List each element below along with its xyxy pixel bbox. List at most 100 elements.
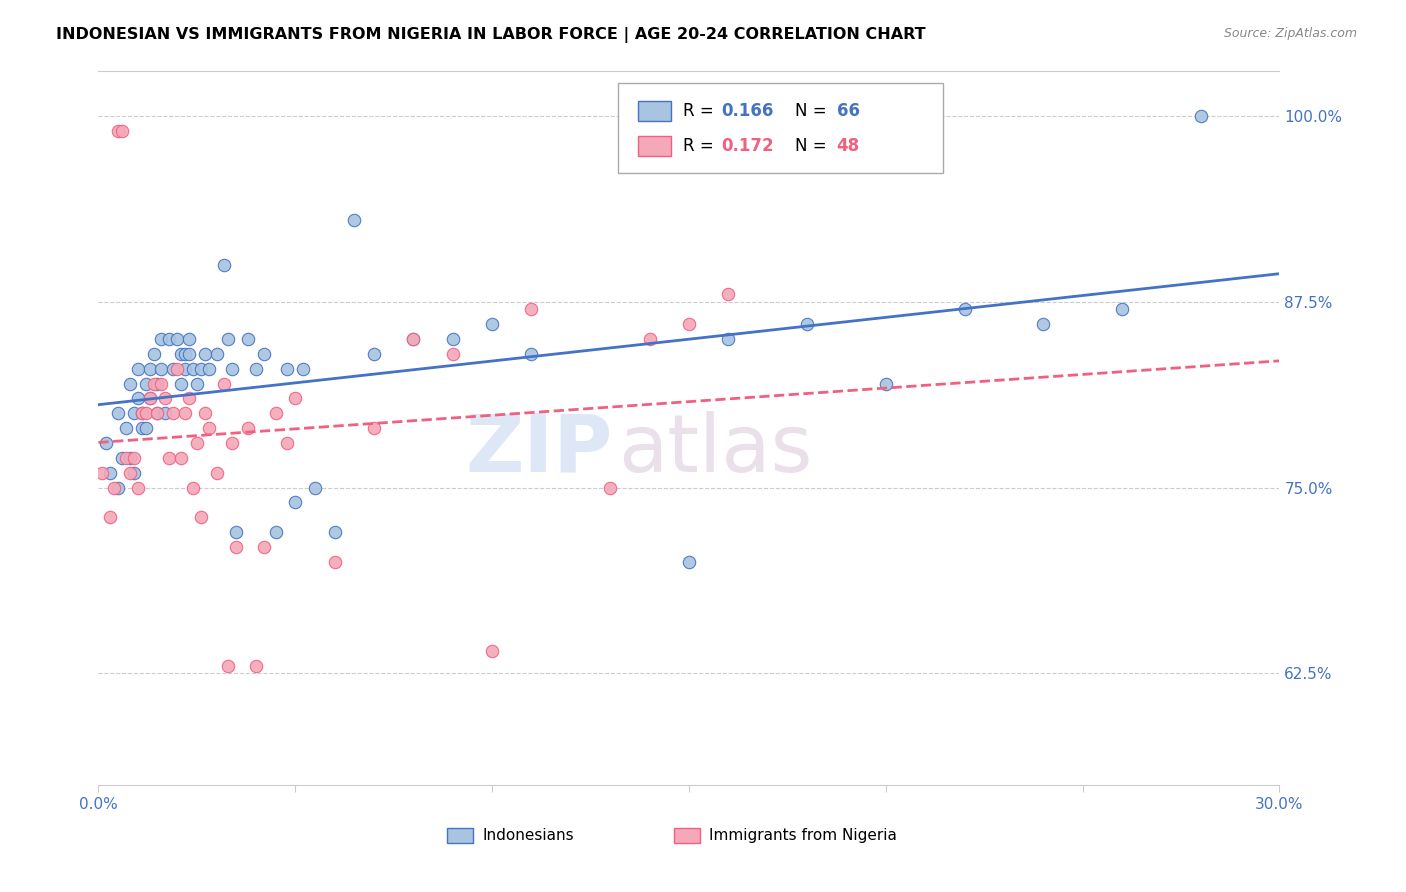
Text: R =: R = bbox=[683, 102, 718, 120]
Point bbox=[170, 347, 193, 361]
Point bbox=[174, 406, 197, 420]
Point bbox=[107, 481, 129, 495]
Point bbox=[181, 481, 204, 495]
Point bbox=[194, 347, 217, 361]
Point bbox=[221, 436, 243, 450]
Point bbox=[111, 124, 134, 138]
Point bbox=[162, 361, 184, 376]
Bar bbox=[447, 828, 472, 844]
Point bbox=[131, 406, 153, 420]
Point bbox=[118, 376, 141, 391]
Point bbox=[135, 421, 157, 435]
Point bbox=[236, 332, 259, 346]
Point bbox=[717, 287, 740, 301]
Point bbox=[115, 450, 138, 465]
Point bbox=[150, 332, 173, 346]
Point bbox=[678, 317, 700, 331]
Point bbox=[115, 421, 138, 435]
Point bbox=[155, 392, 177, 406]
Point bbox=[177, 392, 200, 406]
Point bbox=[142, 376, 165, 391]
Point bbox=[197, 421, 219, 435]
Point bbox=[162, 406, 184, 420]
Point bbox=[264, 525, 287, 540]
Point bbox=[225, 525, 247, 540]
Point bbox=[717, 332, 740, 346]
Point bbox=[245, 659, 267, 673]
Point bbox=[118, 466, 141, 480]
Point bbox=[678, 555, 700, 569]
Point bbox=[122, 466, 145, 480]
Point bbox=[402, 332, 425, 346]
Text: R =: R = bbox=[683, 136, 718, 154]
Point bbox=[953, 302, 976, 317]
Text: INDONESIAN VS IMMIGRANTS FROM NIGERIA IN LABOR FORCE | AGE 20-24 CORRELATION CHA: INDONESIAN VS IMMIGRANTS FROM NIGERIA IN… bbox=[56, 27, 927, 43]
Point bbox=[98, 466, 121, 480]
Text: N =: N = bbox=[796, 136, 832, 154]
Point bbox=[127, 481, 149, 495]
Point bbox=[122, 450, 145, 465]
Point bbox=[107, 124, 129, 138]
Point bbox=[304, 481, 326, 495]
Point bbox=[131, 421, 153, 435]
Point bbox=[363, 421, 385, 435]
Point bbox=[323, 525, 346, 540]
Point bbox=[127, 392, 149, 406]
Point bbox=[520, 302, 543, 317]
Text: atlas: atlas bbox=[619, 410, 813, 489]
FancyBboxPatch shape bbox=[619, 84, 943, 173]
Point bbox=[1189, 109, 1212, 123]
Point bbox=[236, 421, 259, 435]
Point bbox=[520, 347, 543, 361]
Point bbox=[174, 347, 197, 361]
Point bbox=[205, 347, 228, 361]
Point bbox=[155, 406, 177, 420]
Point bbox=[284, 392, 307, 406]
Text: 66: 66 bbox=[837, 102, 859, 120]
Text: 0.172: 0.172 bbox=[721, 136, 773, 154]
Text: 48: 48 bbox=[837, 136, 859, 154]
Point bbox=[214, 376, 236, 391]
Point bbox=[190, 361, 212, 376]
Point bbox=[138, 392, 160, 406]
Bar bbox=[638, 101, 671, 120]
Point bbox=[197, 361, 219, 376]
Point bbox=[174, 361, 197, 376]
Point bbox=[292, 361, 315, 376]
Point bbox=[186, 376, 208, 391]
Point bbox=[441, 347, 464, 361]
Point bbox=[157, 450, 180, 465]
Point bbox=[118, 450, 141, 465]
Point bbox=[1111, 302, 1133, 317]
Point bbox=[284, 495, 307, 509]
Point bbox=[343, 213, 366, 227]
Point bbox=[225, 540, 247, 554]
Point bbox=[135, 406, 157, 420]
Point bbox=[481, 317, 503, 331]
Point bbox=[190, 510, 212, 524]
Text: Immigrants from Nigeria: Immigrants from Nigeria bbox=[709, 828, 897, 843]
Point bbox=[221, 361, 243, 376]
Point bbox=[157, 332, 180, 346]
Point bbox=[127, 361, 149, 376]
Point bbox=[186, 436, 208, 450]
Point bbox=[138, 361, 160, 376]
Point bbox=[96, 436, 118, 450]
Point bbox=[253, 540, 276, 554]
Point bbox=[103, 481, 125, 495]
Point bbox=[441, 332, 464, 346]
Point bbox=[166, 361, 188, 376]
Point bbox=[122, 406, 145, 420]
Point bbox=[107, 406, 129, 420]
Point bbox=[276, 436, 298, 450]
Point bbox=[245, 361, 267, 376]
Point bbox=[150, 376, 173, 391]
Point bbox=[402, 332, 425, 346]
Point bbox=[181, 361, 204, 376]
Point bbox=[1032, 317, 1054, 331]
Point bbox=[481, 644, 503, 658]
Point bbox=[205, 466, 228, 480]
Point bbox=[323, 555, 346, 569]
Point bbox=[135, 376, 157, 391]
Point bbox=[142, 347, 165, 361]
